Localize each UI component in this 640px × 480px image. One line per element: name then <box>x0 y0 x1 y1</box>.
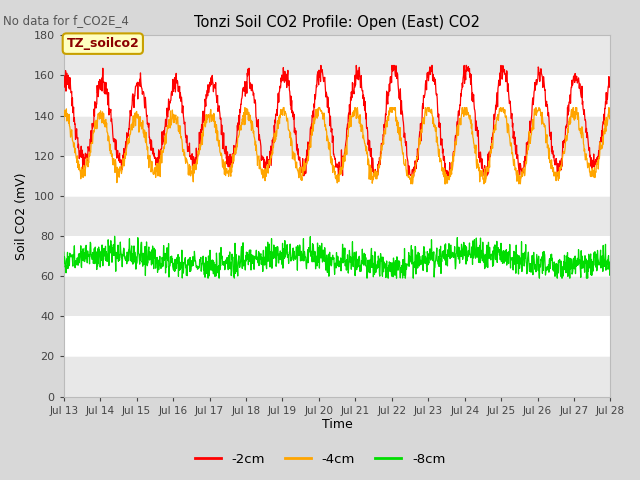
Y-axis label: Soil CO2 (mV): Soil CO2 (mV) <box>15 172 28 260</box>
Text: TZ_soilco2: TZ_soilco2 <box>67 37 139 50</box>
Bar <box>64 116 611 156</box>
X-axis label: Time: Time <box>322 419 353 432</box>
Bar <box>64 196 611 236</box>
Bar <box>64 316 611 357</box>
Legend: -2cm, -4cm, -8cm: -2cm, -4cm, -8cm <box>189 447 451 471</box>
Title: Tonzi Soil CO2 Profile: Open (East) CO2: Tonzi Soil CO2 Profile: Open (East) CO2 <box>194 15 480 30</box>
Bar <box>64 276 611 316</box>
Bar <box>64 75 611 116</box>
Bar <box>64 156 611 196</box>
Bar <box>64 357 611 396</box>
Text: No data for f_CO2E_4: No data for f_CO2E_4 <box>3 14 129 27</box>
Bar <box>64 36 611 75</box>
Bar <box>64 236 611 276</box>
